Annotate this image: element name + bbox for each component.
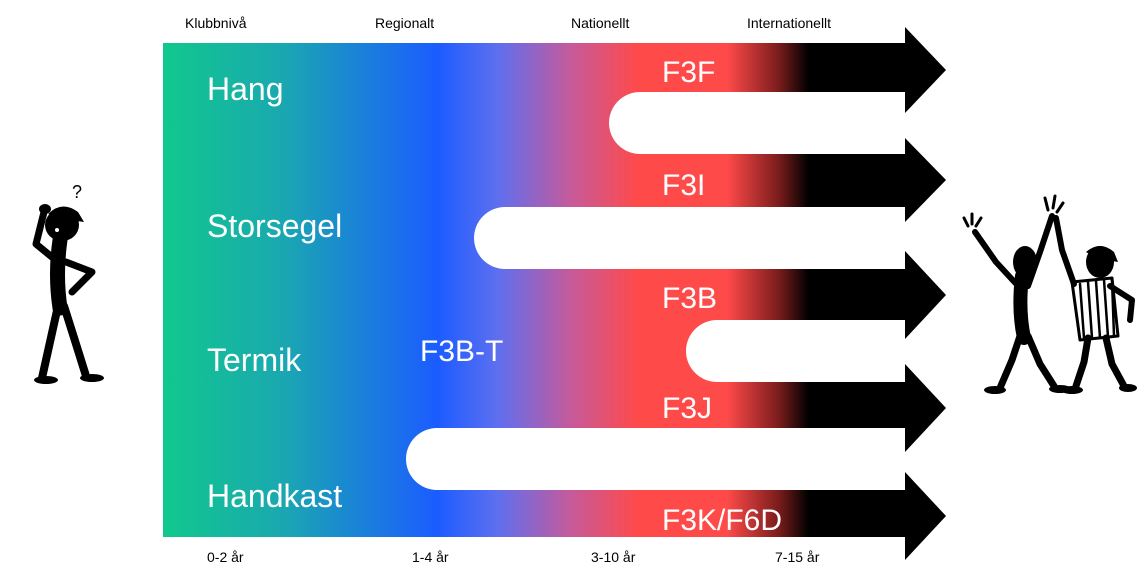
svg-text:?: ?: [72, 182, 82, 202]
class-f3i: F3I: [662, 169, 705, 202]
confused-person-icon: ?: [32, 182, 104, 384]
class-f3k-f6d: F3K/F6D: [662, 504, 782, 537]
category-hang: Hang: [207, 71, 284, 107]
category-termik: Termik: [207, 342, 302, 378]
level-international: Internationellt: [747, 15, 831, 31]
category-storsegel: Storsegel: [207, 208, 342, 244]
class-f3f: F3F: [662, 56, 715, 89]
duration-regional: 1-4 år: [412, 549, 449, 565]
level-club: Klubbnivå: [185, 15, 247, 31]
level-national: Nationellt: [571, 15, 629, 31]
duration-national: 3-10 år: [591, 549, 636, 565]
progression-band: [163, 27, 946, 560]
class-f3bt: F3B-T: [420, 335, 503, 368]
duration-club: 0-2 år: [207, 549, 244, 565]
duration-international: 7-15 år: [775, 549, 820, 565]
class-f3b: F3B: [662, 282, 717, 315]
level-regional: Regionalt: [375, 15, 434, 31]
category-handkast: Handkast: [207, 478, 342, 514]
celebrating-people-icon: [962, 194, 1137, 394]
class-f3j: F3J: [662, 392, 712, 425]
